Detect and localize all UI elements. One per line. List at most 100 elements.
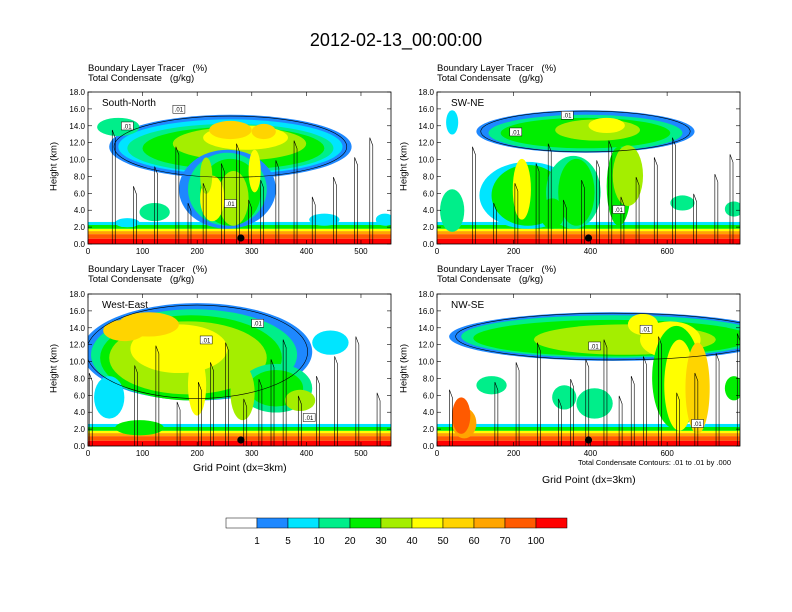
colorbar-label-9: 100 bbox=[528, 536, 545, 547]
contour-line-5 bbox=[563, 199, 567, 244]
x-tick-label-1: 100 bbox=[136, 247, 150, 256]
bl-band-4 bbox=[437, 225, 740, 229]
colorbar-label-4: 30 bbox=[375, 536, 387, 547]
panel-1: .01 .01 .01 South-North 0.0 2.0 4.0 6.0 8.0 10.0 1… bbox=[69, 88, 392, 256]
y-tick-label-0: 0.0 bbox=[423, 442, 435, 451]
panel-3-title-line1: Boundary Layer Tracer (%) bbox=[88, 264, 208, 275]
contour-line-14 bbox=[354, 157, 358, 244]
contour-line-0 bbox=[494, 382, 499, 446]
y-tick-label-1: 2.0 bbox=[423, 425, 435, 434]
y-tick-label-6: 12.0 bbox=[69, 139, 85, 148]
contour-line-4 bbox=[570, 379, 574, 446]
bl-band-3 bbox=[437, 228, 740, 232]
shade-region-18 bbox=[248, 149, 261, 193]
y-tick-label-4: 8.0 bbox=[423, 172, 435, 181]
location-marker bbox=[237, 436, 245, 444]
contour-line-2 bbox=[176, 401, 181, 446]
colorbar-label-6: 50 bbox=[437, 536, 449, 547]
contour-line-1 bbox=[155, 345, 160, 446]
x-tick-label-2: 400 bbox=[584, 449, 598, 458]
x-tick-label-1: 200 bbox=[507, 247, 521, 256]
y-tick-label-0: 0.0 bbox=[423, 240, 435, 249]
shade-region-4 bbox=[588, 117, 625, 134]
x-tick-label-1: 100 bbox=[136, 449, 150, 458]
panel-3: .01 .01 .01 West-East 0.0 2.0 4.0 6.0 8.0 10.0 12.… bbox=[69, 290, 392, 458]
contour-line-15 bbox=[729, 154, 734, 244]
contour-line-0 bbox=[472, 146, 476, 244]
y-tick-label-7: 14.0 bbox=[69, 122, 85, 131]
x-tick-label-1: 200 bbox=[507, 449, 521, 458]
x-tick-label-2: 200 bbox=[191, 449, 205, 458]
shade-region-9 bbox=[558, 158, 595, 226]
y-tick-label-1: 2.0 bbox=[74, 223, 86, 232]
contour-line-8 bbox=[248, 199, 252, 244]
contour-label-box-0 bbox=[639, 324, 653, 334]
panel-4-title-line1: Boundary Layer Tracer (%) bbox=[437, 264, 557, 275]
contour-line-9 bbox=[643, 356, 647, 446]
cloud-contour-outline bbox=[455, 312, 740, 361]
y-tick-label-0: 0.0 bbox=[74, 240, 86, 249]
y-tick-label-9: 18.0 bbox=[69, 88, 85, 97]
panel-4-title-line2: Total Condensate (g/kg) bbox=[437, 274, 544, 285]
y-tick-label-8: 16.0 bbox=[418, 105, 434, 114]
shade-region-13 bbox=[724, 201, 740, 217]
y-tick-label-5: 10.0 bbox=[69, 358, 85, 367]
shade-region-6 bbox=[103, 319, 146, 342]
y-tick-label-4: 8.0 bbox=[423, 374, 435, 383]
contour-line-3 bbox=[175, 146, 180, 244]
colorbar-label-2: 10 bbox=[313, 536, 325, 547]
colorbar-swatch-4 bbox=[349, 517, 382, 529]
shade-region-16 bbox=[309, 213, 340, 226]
shade-region-17 bbox=[375, 213, 391, 226]
shade-region-15 bbox=[446, 110, 459, 135]
panel-1-title-line1: Boundary Layer Tracer (%) bbox=[88, 63, 208, 74]
contour-line-8 bbox=[608, 140, 613, 244]
panel-4-plot: .01 .01 .01 bbox=[437, 294, 740, 446]
contour-label-2: .01 bbox=[693, 422, 702, 428]
y-tick-label-5: 10.0 bbox=[418, 156, 434, 165]
contour-line-8 bbox=[630, 375, 635, 446]
x-tick-label-0: 0 bbox=[435, 247, 440, 256]
contour-line-10 bbox=[297, 395, 302, 446]
contour-line-5 bbox=[225, 342, 229, 446]
colorbar: 1 5 10 20 30 40 50 60 70 100 bbox=[225, 517, 568, 547]
x-tick-label-0: 0 bbox=[86, 449, 91, 458]
contour-line-14 bbox=[714, 173, 719, 244]
shade-region-11 bbox=[94, 376, 125, 419]
y-tick-label-1: 2.0 bbox=[74, 425, 86, 434]
bl-band-2 bbox=[437, 231, 740, 235]
y-tick-label-3: 6.0 bbox=[423, 189, 435, 198]
y-tick-label-7: 14.0 bbox=[418, 324, 434, 333]
shade-region-19 bbox=[200, 157, 213, 194]
panel-3-xlabel: Grid Point (dx=3km) bbox=[193, 462, 287, 474]
contour-line-14 bbox=[736, 333, 740, 446]
contour-line-11 bbox=[316, 375, 320, 446]
contour-line-9 bbox=[620, 196, 625, 244]
y-tick-label-3: 6.0 bbox=[423, 391, 435, 400]
contour-line-6 bbox=[581, 180, 585, 244]
y-tick-label-5: 10.0 bbox=[69, 156, 85, 165]
shade-region-6 bbox=[209, 120, 252, 140]
contour-label-box-2 bbox=[224, 199, 237, 208]
y-tick-label-3: 6.0 bbox=[74, 189, 86, 198]
panel-3-title: Boundary Layer Tracer (%) Total Condensa… bbox=[88, 265, 207, 285]
panel-2-label: SW-NE bbox=[451, 98, 484, 109]
colorbar-swatch-2 bbox=[287, 517, 320, 529]
panel-3-frame bbox=[87, 293, 392, 447]
contour-line-6 bbox=[243, 398, 248, 446]
contour-label-2: .01 bbox=[615, 208, 624, 214]
contour-label-1: .01 bbox=[123, 124, 132, 130]
x-tick-label-3: 300 bbox=[245, 247, 259, 256]
contour-line-10 bbox=[635, 177, 640, 244]
colorbar-label-0: 1 bbox=[254, 536, 260, 547]
panel-4-title: Boundary Layer Tracer (%) Total Condensa… bbox=[437, 265, 556, 285]
contour-line-9 bbox=[260, 180, 265, 244]
contour-label-1: .01 bbox=[512, 130, 521, 136]
contour-label-box-1 bbox=[199, 335, 213, 345]
x-tick-label-3: 600 bbox=[660, 247, 674, 256]
contour-line-8 bbox=[270, 359, 275, 446]
y-tick-label-8: 16.0 bbox=[418, 307, 434, 316]
panel-4-label: NW-SE bbox=[451, 300, 484, 311]
y-tick-label-9: 18.0 bbox=[418, 290, 434, 299]
shade-region-15 bbox=[115, 218, 140, 228]
